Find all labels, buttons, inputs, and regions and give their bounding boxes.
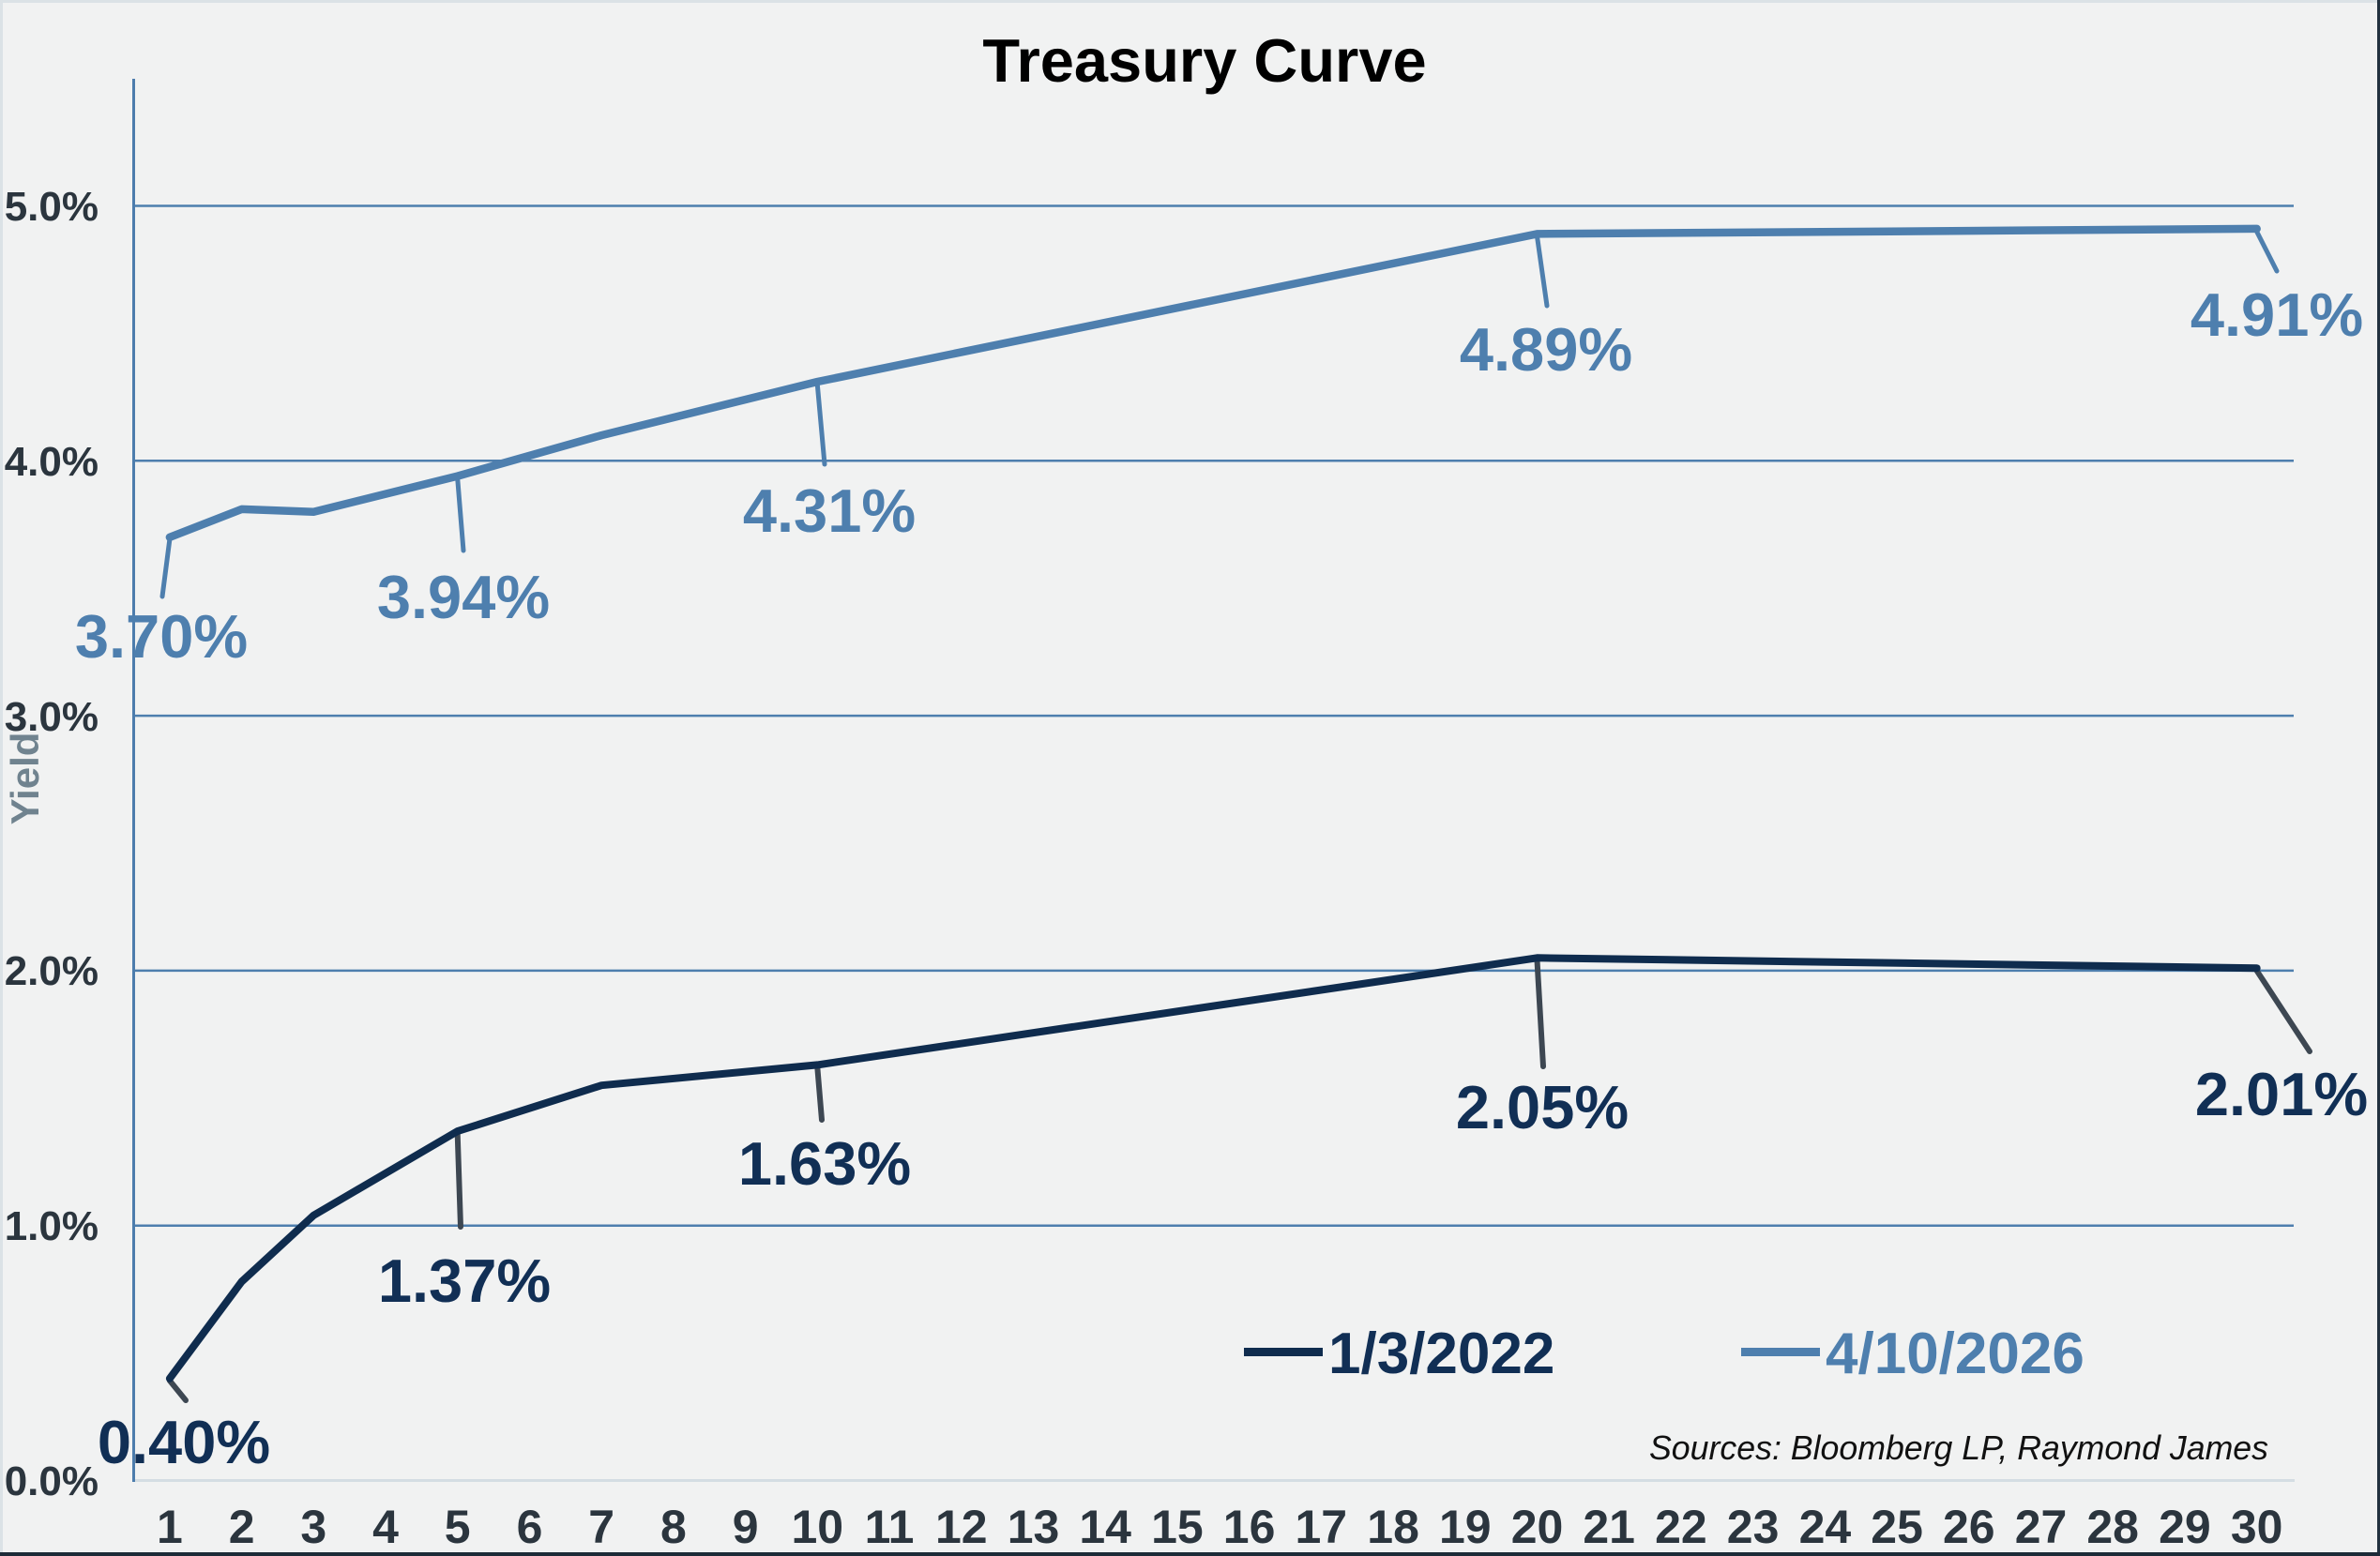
svg-text:2.0%: 2.0% [5, 948, 99, 994]
svg-text:15: 15 [1151, 1501, 1204, 1553]
svg-text:3.70%: 3.70% [75, 602, 248, 671]
svg-text:1.37%: 1.37% [378, 1246, 551, 1315]
svg-text:13: 13 [1008, 1501, 1060, 1553]
svg-text:2.01%: 2.01% [2195, 1060, 2368, 1128]
svg-text:20: 20 [1511, 1501, 1564, 1553]
svg-text:0.40%: 0.40% [98, 1408, 270, 1476]
svg-text:26: 26 [1943, 1501, 1995, 1553]
svg-text:1.0%: 1.0% [5, 1203, 99, 1249]
svg-text:4/10/2026: 4/10/2026 [1826, 1322, 2084, 1386]
svg-text:0.0%: 0.0% [5, 1458, 99, 1504]
svg-text:1.63%: 1.63% [738, 1129, 911, 1198]
svg-text:16: 16 [1223, 1501, 1276, 1553]
svg-text:18: 18 [1367, 1501, 1419, 1553]
svg-text:14: 14 [1079, 1501, 1131, 1553]
svg-text:Sources: Bloomberg LP, Raymond: Sources: Bloomberg LP, Raymond James [1649, 1428, 2268, 1467]
svg-text:12: 12 [935, 1501, 988, 1553]
svg-text:3.94%: 3.94% [377, 563, 550, 631]
svg-text:23: 23 [1727, 1501, 1780, 1553]
svg-text:4.0%: 4.0% [5, 439, 99, 485]
svg-text:17: 17 [1295, 1501, 1347, 1553]
svg-text:8: 8 [660, 1501, 687, 1553]
svg-text:5.0%: 5.0% [5, 184, 99, 230]
svg-text:30: 30 [2231, 1501, 2283, 1553]
svg-text:19: 19 [1439, 1501, 1492, 1553]
svg-text:25: 25 [1871, 1501, 1923, 1553]
svg-text:10: 10 [791, 1501, 843, 1553]
svg-text:22: 22 [1655, 1501, 1707, 1553]
svg-text:1/3/2022: 1/3/2022 [1328, 1322, 1554, 1386]
svg-text:6: 6 [517, 1501, 543, 1553]
svg-text:28: 28 [2086, 1501, 2139, 1553]
svg-text:7: 7 [588, 1501, 614, 1553]
svg-text:27: 27 [2015, 1501, 2068, 1553]
svg-text:5: 5 [445, 1501, 471, 1553]
svg-text:4.91%: 4.91% [2191, 280, 2363, 349]
svg-text:4: 4 [372, 1501, 399, 1553]
svg-text:3: 3 [300, 1501, 326, 1553]
svg-text:24: 24 [1799, 1501, 1852, 1553]
svg-text:2.05%: 2.05% [1456, 1073, 1629, 1141]
svg-text:21: 21 [1583, 1501, 1635, 1553]
svg-text:11: 11 [865, 1501, 915, 1553]
svg-text:Treasury Curve: Treasury Curve [982, 26, 1426, 95]
svg-text:3.0%: 3.0% [5, 694, 99, 740]
svg-text:Yield: Yield [3, 733, 47, 825]
svg-text:4.31%: 4.31% [743, 476, 916, 545]
svg-text:1: 1 [157, 1501, 183, 1553]
svg-text:2: 2 [229, 1501, 255, 1553]
svg-text:9: 9 [733, 1501, 759, 1553]
svg-text:4.89%: 4.89% [1460, 315, 1632, 384]
svg-text:29: 29 [2159, 1501, 2211, 1553]
